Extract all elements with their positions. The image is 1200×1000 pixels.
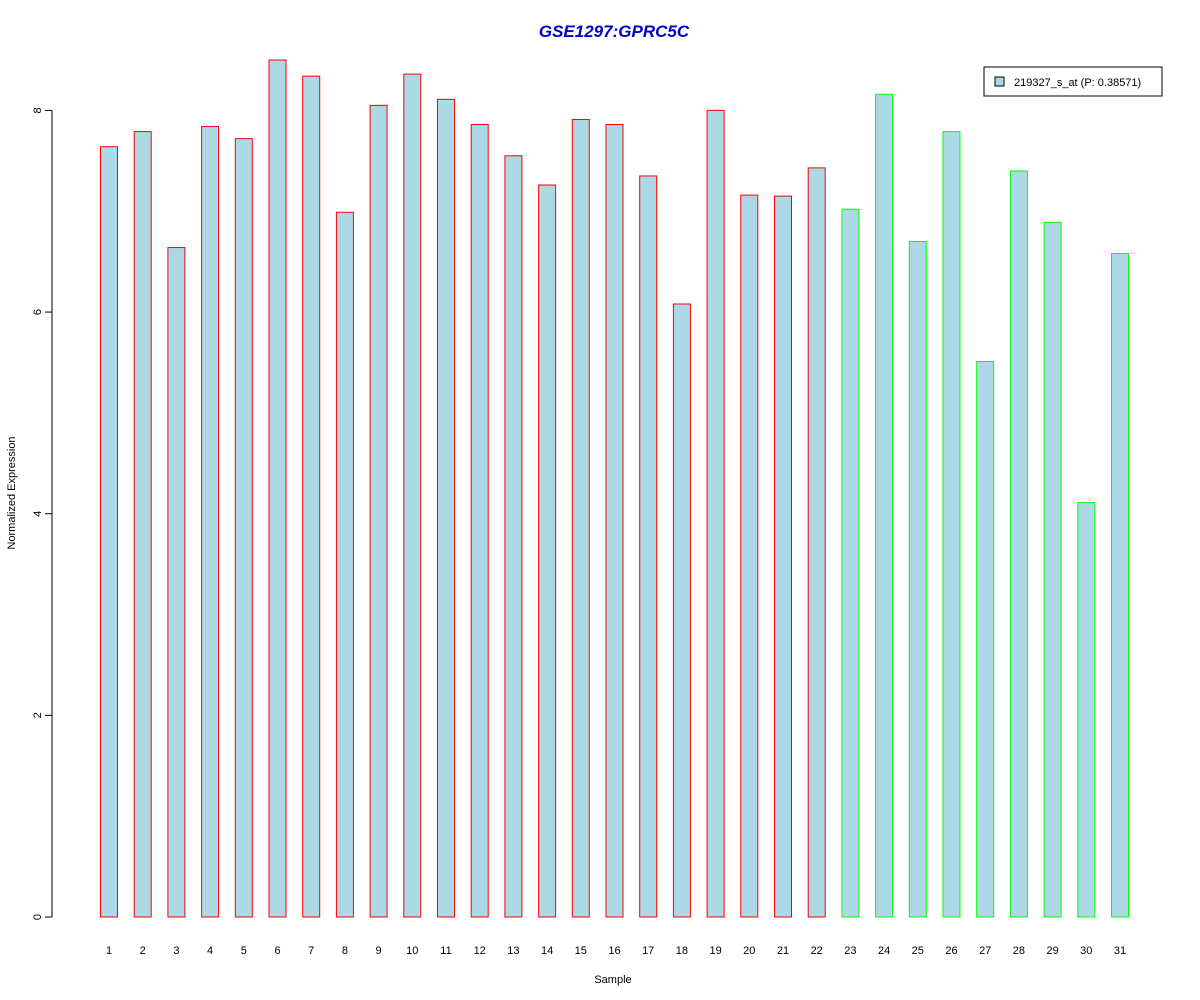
bar-sample-25	[908, 240, 927, 918]
bar-sample-10	[403, 73, 422, 918]
x-tick-label: 27	[979, 945, 991, 957]
legend-box	[983, 66, 1163, 97]
x-tick-label: 30	[1080, 945, 1092, 957]
x-tick-label: 9	[376, 945, 382, 957]
x-tick-label: 24	[878, 945, 890, 957]
x-tick-label: 6	[274, 945, 280, 957]
x-tick-label: 10	[406, 945, 418, 957]
x-tick-label: 23	[844, 945, 856, 957]
legend-label: 219327_s_at (P: 0.38571)	[1014, 77, 1141, 89]
x-tick-label: 15	[575, 945, 587, 957]
bar-sample-20	[740, 194, 759, 918]
y-axis: 0 2 4 6 8	[32, 107, 53, 920]
y-axis-label: Normalized Expression	[6, 436, 18, 549]
bar-sample-22	[807, 167, 826, 918]
x-tick-label: 25	[912, 945, 924, 957]
x-tick-label: 28	[1013, 945, 1025, 957]
bar-sample-2	[133, 131, 152, 918]
bars	[100, 59, 1129, 918]
bar-sample-28	[1009, 170, 1028, 918]
x-tick-label: 14	[541, 945, 553, 957]
bar-sample-11	[437, 98, 455, 918]
bar-sample-8	[335, 211, 354, 918]
bar-sample-7	[302, 75, 321, 918]
x-tick-label: 31	[1114, 945, 1126, 957]
bar-sample-21	[774, 195, 792, 918]
bar-sample-3	[167, 247, 186, 918]
x-tick-label: 29	[1046, 945, 1058, 957]
bar-sample-5	[234, 138, 253, 918]
bar-sample-12	[470, 124, 489, 918]
x-axis-label: Sample	[594, 974, 631, 986]
bar-sample-18	[672, 303, 691, 918]
bar-sample-24	[875, 93, 894, 918]
legend: 219327_s_at (P: 0.38571)	[983, 66, 1163, 97]
x-tick-label: 21	[777, 945, 789, 957]
y-tick-label: 0	[32, 914, 44, 920]
x-tick-label: 1	[106, 945, 112, 957]
x-tick-label: 17	[642, 945, 654, 957]
bar-sample-19	[706, 109, 725, 918]
chart-title: GSE1297:GPRC5C	[539, 22, 690, 41]
bar-sample-1	[100, 146, 118, 918]
y-tick-label: 6	[32, 309, 44, 315]
x-tick-labels: 1 2 3 4 5 6 7 8 9 10 11 12 13 14 15 16 17 18 19 20 21 22 23 24 2…	[106, 945, 1126, 957]
bar-sample-6	[268, 59, 287, 918]
bar-sample-26	[942, 131, 961, 918]
x-tick-label: 20	[743, 945, 755, 957]
bar-sample-13	[504, 155, 523, 918]
bar-sample-4	[201, 126, 220, 918]
bar-sample-17	[639, 175, 658, 918]
x-tick-label: 11	[440, 945, 451, 957]
bar-sample-15	[571, 118, 590, 918]
x-tick-label: 22	[811, 945, 823, 957]
x-tick-label: 18	[676, 945, 688, 957]
bar-sample-27	[976, 360, 995, 918]
bar-sample-29	[1043, 221, 1062, 918]
bar-sample-23	[841, 208, 860, 918]
x-tick-label: 12	[474, 945, 486, 957]
x-tick-label: 3	[173, 945, 179, 957]
bar-sample-31	[1111, 253, 1129, 918]
bar-sample-9	[369, 104, 388, 918]
y-tick-label: 2	[32, 712, 44, 718]
y-tick-label: 4	[32, 511, 44, 517]
legend-swatch	[994, 76, 1005, 87]
bar-sample-16	[605, 124, 624, 918]
x-tick-label: 16	[608, 945, 620, 957]
x-tick-label: 26	[945, 945, 957, 957]
y-tick-label: 8	[32, 107, 44, 113]
x-tick-label: 7	[308, 945, 314, 957]
x-tick-label: 5	[241, 945, 247, 957]
bar-sample-30	[1077, 502, 1096, 918]
x-tick-label: 2	[140, 945, 146, 957]
x-tick-label: 4	[207, 945, 213, 957]
x-tick-label: 13	[507, 945, 519, 957]
x-tick-label: 8	[342, 945, 348, 957]
x-tick-label: 19	[709, 945, 721, 957]
bar-sample-14	[538, 184, 557, 918]
